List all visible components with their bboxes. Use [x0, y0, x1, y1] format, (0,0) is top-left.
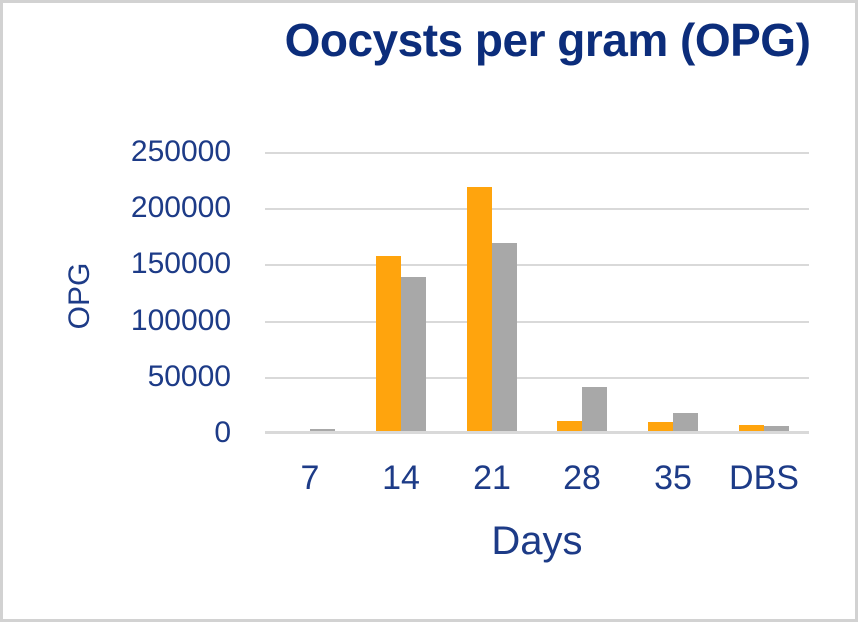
y-tick-label-200000: 200000 [130, 191, 231, 224]
gridline-50000 [265, 377, 809, 379]
bar-gray-28 [582, 387, 608, 431]
x-tick-label-14: 14 [382, 459, 420, 497]
bar-gray-DBS [763, 425, 789, 431]
gridline-100000 [265, 321, 809, 323]
gridline-150000 [265, 264, 809, 266]
gridline-250000 [265, 152, 809, 154]
y-tick-label-150000: 150000 [130, 247, 231, 280]
bar-orange-14 [376, 255, 401, 431]
bar-group-14 [356, 152, 447, 431]
bar-group-7 [265, 152, 356, 431]
bar-orange-35 [648, 422, 674, 431]
x-tick-label-7: 7 [300, 459, 320, 497]
bar-orange-28 [557, 420, 583, 431]
y-tick-label-50000: 50000 [147, 360, 231, 393]
y-tick-label-100000: 100000 [130, 304, 231, 337]
bar-gray-14 [401, 277, 426, 431]
gridline-200000 [265, 208, 809, 210]
x-axis-title: Days [491, 519, 583, 563]
x-tick-label-DBS: DBS [729, 459, 799, 497]
bar-gray-21 [491, 243, 517, 431]
x-tick-label-35: 35 [654, 459, 692, 497]
bar-gray-7 [310, 429, 336, 431]
y-tick-label-0: 0 [214, 416, 231, 449]
x-tick-label-28: 28 [563, 459, 601, 497]
y-tick-label-250000: 250000 [130, 135, 231, 168]
bar-gray-35 [673, 413, 699, 431]
bar-orange-21 [466, 187, 492, 431]
chart-title: Oocysts per gram (OPG) [284, 14, 811, 66]
x-tick-labels: 7 14 21 28 35 DBS [265, 459, 809, 503]
bar-group-21 [446, 152, 537, 431]
bar-groups [265, 152, 809, 431]
bar-group-DBS [718, 152, 809, 431]
plot-area [265, 152, 809, 434]
y-tick-labels: 250000 200000 150000 100000 50000 0 [83, 135, 231, 449]
x-axis-line [265, 431, 809, 434]
bar-group-28 [537, 152, 628, 431]
bar-orange-DBS [738, 425, 764, 431]
bar-group-35 [628, 152, 719, 431]
x-tick-label-21: 21 [473, 459, 511, 497]
